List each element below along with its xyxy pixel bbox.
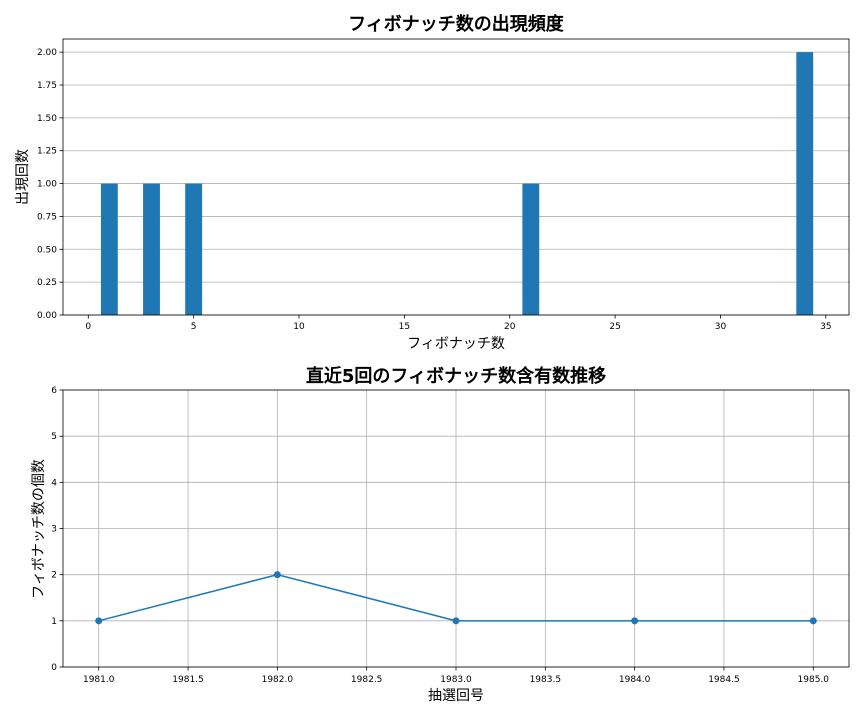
line-chart-xtick-label: 1984.0 xyxy=(619,675,651,685)
bar-chart-xtick-label: 35 xyxy=(820,322,831,332)
line-chart-ytick-label: 4 xyxy=(51,478,57,488)
bar-chart-gridlines xyxy=(63,51,849,316)
data-point xyxy=(631,617,639,625)
line-chart-ytick-label: 6 xyxy=(51,386,57,396)
bar-chart-xtick-label: 10 xyxy=(293,322,305,332)
line-chart-xlabel: 抽選回号 xyxy=(428,688,484,704)
bar-chart-title: フィボナッチ数の出現頻度 xyxy=(348,13,565,35)
line-chart-xtick-label: 1985.0 xyxy=(798,675,830,685)
bar-chart-xtick-label: 5 xyxy=(191,322,197,332)
data-point xyxy=(273,571,281,579)
line-chart-xtick-label: 1983.5 xyxy=(530,675,562,685)
line-chart-ytick-label: 1 xyxy=(51,617,57,627)
bar-chart: フィボナッチ数の出現頻度 フィボナッチ数 出現回数 0 5 10 15 20 25 30 35… xyxy=(15,13,850,352)
line-chart-xtick-label: 1982.0 xyxy=(262,675,294,685)
line-chart-xtick-label: 1982.5 xyxy=(351,675,383,685)
line-chart-frame xyxy=(62,389,850,668)
bar xyxy=(185,183,203,315)
bar-chart-ytick-label: 1.00 xyxy=(37,180,57,190)
bar-chart-frame xyxy=(62,38,850,316)
bar-chart-xtick-label: 15 xyxy=(399,322,410,332)
line-chart-xticks: 1981.0 1981.5 1982.0 1982.5 1983.0 1983.5 1984… xyxy=(83,667,829,685)
data-point xyxy=(95,617,103,625)
bar-chart-ytick-label: 0.75 xyxy=(37,212,57,222)
line-chart-series xyxy=(95,571,817,625)
line-chart-gridlines xyxy=(63,389,849,668)
bar-chart-ytick-label: 0.25 xyxy=(37,278,57,288)
bar-chart-ytick-label: 0.00 xyxy=(37,311,57,321)
data-point xyxy=(809,617,817,625)
bar xyxy=(796,52,814,316)
bar-chart-ytick-label: 1.75 xyxy=(37,81,57,91)
line-chart-xtick-label: 1983.0 xyxy=(440,675,472,685)
bar xyxy=(100,183,118,315)
bar-chart-xlabel: フィボナッチ数 xyxy=(407,336,505,352)
bar xyxy=(143,183,160,315)
line-chart-ylabel: フィボナッチ数の個数 xyxy=(31,459,47,599)
line-chart-ytick-label: 0 xyxy=(51,663,57,673)
bar-chart-xtick-label: 25 xyxy=(609,322,620,332)
bar-chart-bars xyxy=(100,52,814,316)
bar-chart-xtick-label: 30 xyxy=(715,322,727,332)
line-chart-title: 直近5回のフィボナッチ数含有数推移 xyxy=(306,365,606,387)
data-point xyxy=(452,617,460,625)
bar-chart-ytick-label: 0.50 xyxy=(37,245,57,255)
bar xyxy=(522,183,540,315)
line-chart-xtick-label: 1981.0 xyxy=(83,675,115,685)
line-chart-xtick-label: 1984.5 xyxy=(708,675,740,685)
bar-chart-xticks: 0 5 10 15 20 25 30 35 xyxy=(85,315,832,332)
bar-chart-xtick-label: 20 xyxy=(504,322,516,332)
bar-chart-yticks: 0.00 0.25 0.50 0.75 1.00 1.25 1.50 1.75 2.00 xyxy=(37,48,63,321)
bar-chart-ytick-label: 2.00 xyxy=(37,48,57,58)
line-chart-ytick-label: 5 xyxy=(51,432,57,442)
bar-chart-ytick-label: 1.25 xyxy=(37,147,57,157)
bar-chart-ytick-label: 1.50 xyxy=(37,114,57,124)
line-chart-ytick-label: 2 xyxy=(51,571,57,581)
bar-chart-ylabel: 出現回数 xyxy=(15,149,31,205)
line-chart-ytick-label: 3 xyxy=(51,525,57,535)
line-chart-yticks: 0 1 2 3 4 5 6 xyxy=(51,386,63,673)
line-chart: 直近5回のフィボナッチ数含有数推移 抽選回号 フィボナッチ数の個数 1981.0… xyxy=(31,365,850,704)
line-chart-xtick-label: 1981.5 xyxy=(172,675,204,685)
bar-chart-xtick-label: 0 xyxy=(85,322,91,332)
